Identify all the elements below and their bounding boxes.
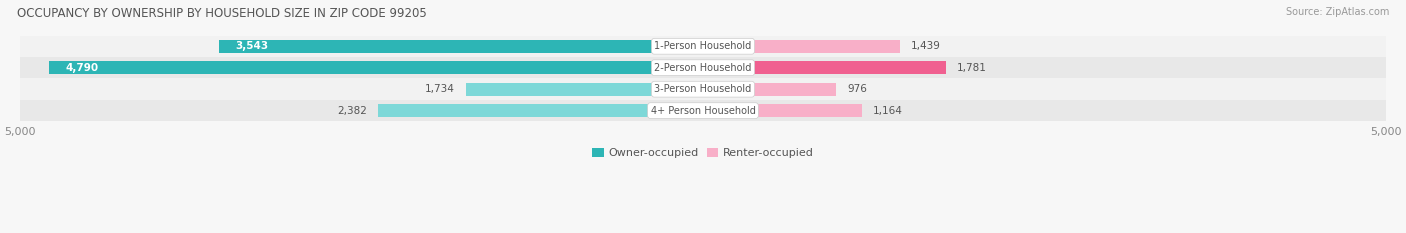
Text: 2-Person Household: 2-Person Household [654,63,752,73]
Text: OCCUPANCY BY OWNERSHIP BY HOUSEHOLD SIZE IN ZIP CODE 99205: OCCUPANCY BY OWNERSHIP BY HOUSEHOLD SIZE… [17,7,426,20]
Bar [49,61,703,74]
Bar [20,79,1386,100]
Text: 1,781: 1,781 [957,63,987,73]
Text: 3,543: 3,543 [235,41,269,51]
Text: 2,382: 2,382 [337,106,367,116]
Text: 1,734: 1,734 [425,84,456,94]
Text: 1-Person Household: 1-Person Household [654,41,752,51]
Bar [703,40,900,53]
Text: 1,439: 1,439 [911,41,941,51]
Bar [378,104,703,117]
Bar [703,61,946,74]
Bar [20,57,1386,79]
Bar [703,82,837,96]
Text: 1,164: 1,164 [873,106,903,116]
Text: 4,790: 4,790 [65,63,98,73]
Legend: Owner-occupied, Renter-occupied: Owner-occupied, Renter-occupied [588,143,818,163]
Text: Source: ZipAtlas.com: Source: ZipAtlas.com [1285,7,1389,17]
Text: 976: 976 [848,84,868,94]
Text: 3-Person Household: 3-Person Household [654,84,752,94]
Bar [20,35,1386,57]
Text: 4+ Person Household: 4+ Person Household [651,106,755,116]
Bar [219,40,703,53]
Bar [467,82,703,96]
Bar [703,104,862,117]
Bar [20,100,1386,121]
